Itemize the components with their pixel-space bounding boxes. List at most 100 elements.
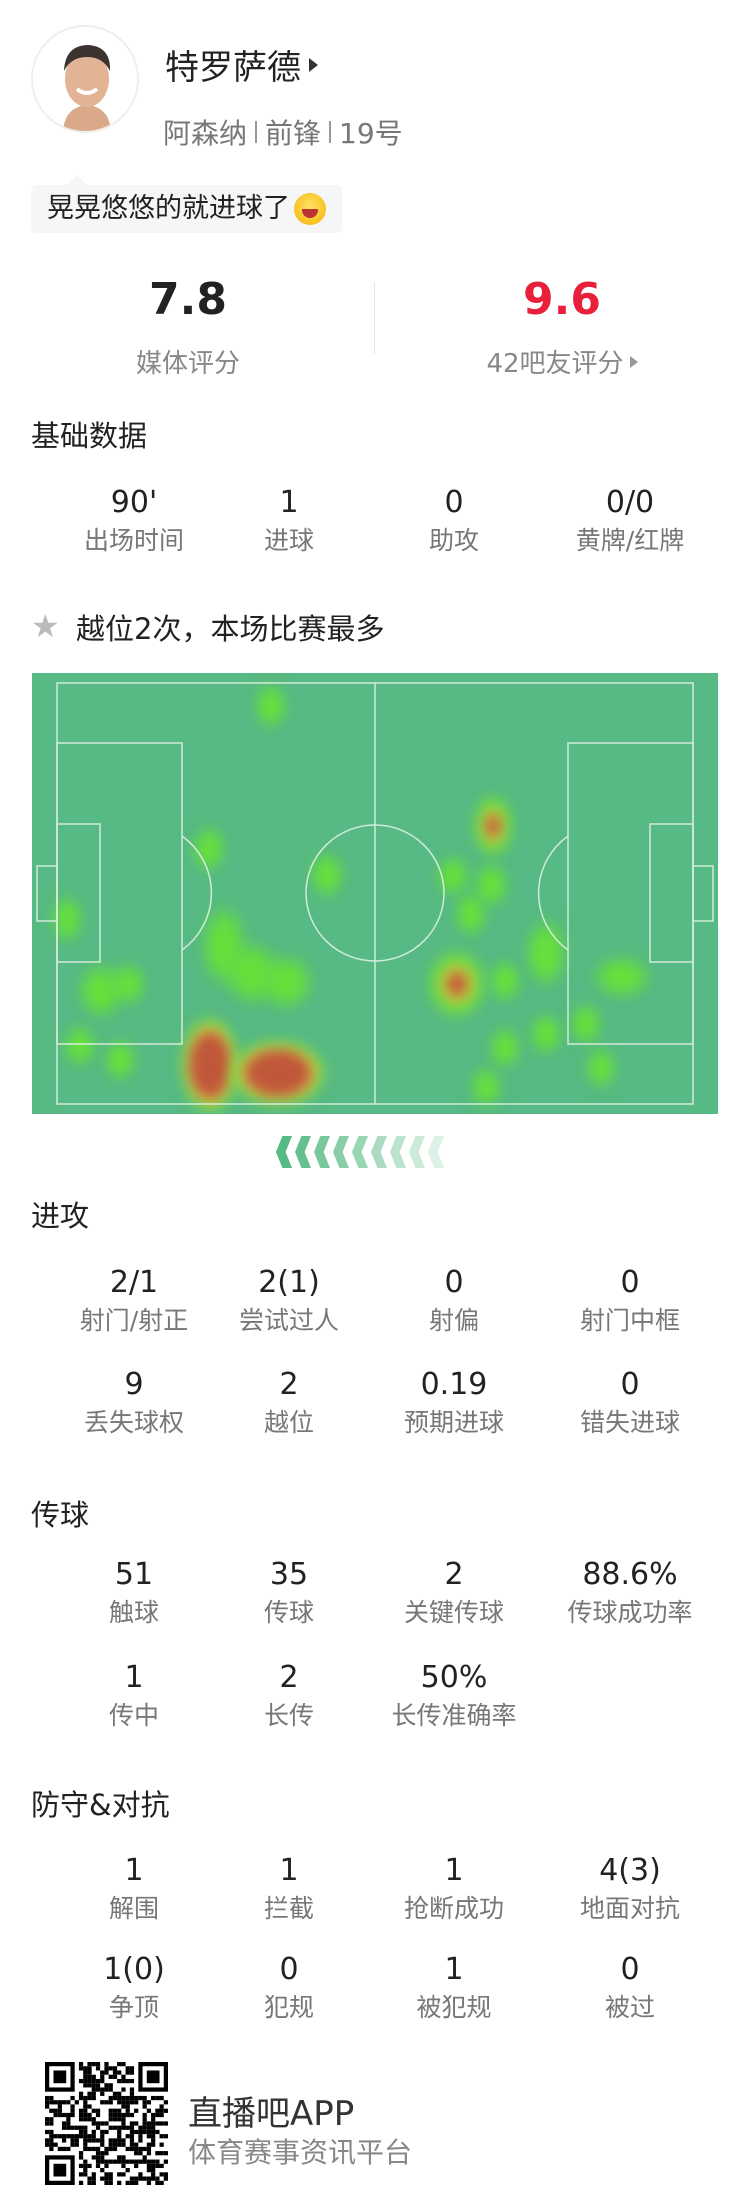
stat-item: 1 解围 — [44, 1854, 224, 1924]
heat-spot — [487, 957, 524, 1004]
stat-value: 0 — [620, 1265, 640, 1300]
stat-label: 预期进球 — [403, 1408, 504, 1437]
heat-spot — [589, 954, 654, 1001]
caret-right-icon — [309, 57, 318, 72]
stat-value: 0 — [620, 1952, 640, 1987]
section-title-attack: 进攻 — [31, 1199, 90, 1233]
stat-label: 进球 — [263, 526, 314, 555]
heat-spot — [62, 1023, 99, 1070]
stat-item: 0 被过 — [540, 1953, 720, 2023]
stat-value: 4(3) — [599, 1853, 661, 1888]
stat-item: 0 助攻 — [364, 486, 544, 556]
stat-item: 88.6% 传球成功率 — [540, 1558, 720, 1628]
media-rating-value: 7.8 — [149, 274, 227, 325]
stat-value: 50% — [420, 1660, 488, 1695]
stat-item: 1 抢断成功 — [364, 1854, 544, 1924]
shirt-number: 19号 — [339, 117, 403, 150]
chevron-left-icon — [428, 1136, 444, 1168]
stat-item: 0.19 预期进球 — [364, 1368, 544, 1438]
stat-item: 2(1) 尝试过人 — [199, 1266, 379, 1336]
stat-label: 射偏 — [428, 1306, 479, 1335]
stat-value: 2 — [444, 1557, 464, 1592]
stat-value: 2/1 — [109, 1265, 159, 1300]
stat-label: 射门中框 — [579, 1306, 680, 1335]
stat-value: 0 — [620, 1367, 640, 1402]
star-icon: ★ — [31, 607, 60, 645]
stat-item: 50% 长传准确率 — [364, 1661, 544, 1731]
fan-rating-value: 9.6 — [523, 274, 601, 325]
heat-spot — [469, 791, 516, 862]
comment-bubble: 晃晃悠悠的就进球了 — [31, 175, 342, 233]
heat-spot — [522, 915, 569, 992]
stat-label: 助攻 — [428, 526, 479, 555]
stat-value: 0 — [279, 1952, 299, 1987]
stat-item: 1 被犯规 — [364, 1953, 544, 2023]
divider — [329, 121, 332, 143]
stat-label: 黄牌/红牌 — [575, 526, 685, 555]
section-title-defense: 防守&对抗 — [31, 1788, 170, 1822]
stat-item: 35 传球 — [199, 1558, 379, 1628]
stat-label: 争顶 — [108, 1993, 159, 2022]
stat-label: 丢失球权 — [83, 1408, 184, 1437]
stat-item: 1 传中 — [44, 1661, 224, 1731]
chevron-left-icon — [276, 1136, 292, 1168]
stat-item: 1(0) 争顶 — [44, 1953, 224, 2023]
player-avatar[interactable] — [31, 25, 139, 133]
heat-spot — [253, 681, 290, 732]
stat-value: 2(1) — [258, 1265, 320, 1300]
stat-label: 被犯规 — [416, 1993, 492, 2022]
heat-spot — [453, 888, 490, 939]
stat-label: 犯规 — [263, 1993, 314, 2022]
team-name: 阿森纳 — [163, 117, 248, 150]
stat-value: 90' — [110, 485, 158, 520]
divider — [374, 282, 375, 354]
stat-item: 1 进球 — [199, 486, 379, 556]
media-rating: 7.8 媒体评分 — [38, 274, 338, 380]
stat-label: 传中 — [108, 1701, 159, 1730]
stat-item: 9 丢失球权 — [44, 1368, 224, 1438]
heat-spot — [255, 951, 316, 1012]
stat-label: 传球成功率 — [567, 1598, 693, 1627]
stat-label: 长传准确率 — [391, 1701, 517, 1730]
heat-spot — [487, 1024, 524, 1071]
stat-item: 0 犯规 — [199, 1953, 379, 2023]
fan-rating[interactable]: 9.6 42吧友评分 — [412, 274, 712, 380]
stat-label: 拦截 — [263, 1894, 314, 1923]
app-tagline: 体育赛事资讯平台 — [188, 2136, 413, 2169]
stat-item: 0 射门中框 — [540, 1266, 720, 1336]
stat-label: 长传 — [263, 1701, 314, 1730]
stat-label: 触球 — [108, 1598, 159, 1627]
stat-value: 0/0 — [605, 485, 655, 520]
heat-spot — [583, 1045, 618, 1092]
chevron-left-icon — [295, 1136, 311, 1168]
divider — [255, 121, 258, 143]
stat-item: 2 越位 — [199, 1368, 379, 1438]
stat-item: 2 长传 — [199, 1661, 379, 1731]
attack-direction-arrows — [276, 1136, 447, 1168]
stat-value: 51 — [114, 1557, 154, 1592]
stat-value: 1 — [444, 1853, 464, 1888]
stat-item: 0 错失进球 — [540, 1368, 720, 1438]
media-rating-label: 媒体评分 — [135, 349, 240, 379]
stat-label: 射门/射正 — [79, 1306, 189, 1335]
pitch-lines — [36, 682, 714, 1105]
stat-item: 0 射偏 — [364, 1266, 544, 1336]
stat-value: 2 — [279, 1367, 299, 1402]
chevron-left-icon — [409, 1136, 425, 1168]
stat-value: 1 — [279, 1853, 299, 1888]
stat-value: 88.6% — [582, 1557, 678, 1592]
chevron-left-icon — [352, 1136, 368, 1168]
stat-item: 90' 出场时间 — [44, 486, 224, 556]
stat-item: 1 拦截 — [199, 1854, 379, 1924]
section-title-basic: 基础数据 — [31, 419, 148, 453]
qr-code — [45, 2062, 168, 2185]
player-info: 阿森纳 前锋 19号 — [163, 112, 403, 152]
comment-text: 晃晃悠悠的就进球了 — [47, 193, 290, 224]
stat-value: 35 — [269, 1557, 309, 1592]
stat-label: 传球 — [263, 1598, 314, 1627]
stat-label: 关键传球 — [403, 1598, 504, 1627]
stat-item: 51 触球 — [44, 1558, 224, 1628]
stat-item: 2 关键传球 — [364, 1558, 544, 1628]
player-name-link[interactable]: 特罗萨德 — [165, 40, 318, 89]
stat-value: 9 — [124, 1367, 144, 1402]
